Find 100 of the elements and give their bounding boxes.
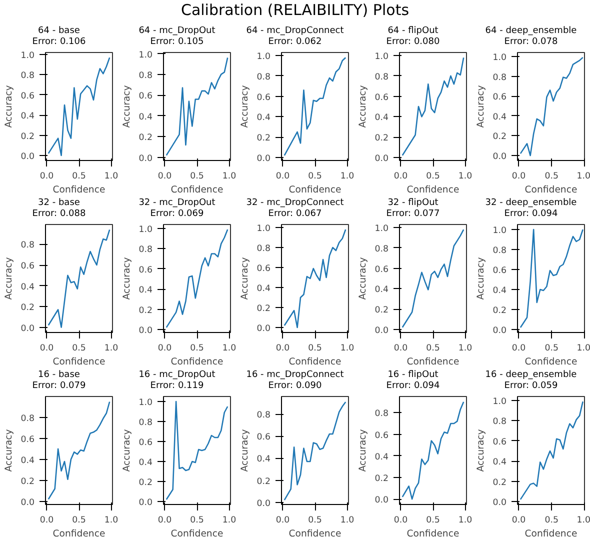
chart-subtitle: Error: 0.080: [386, 37, 440, 47]
y-tick-label: 0.8: [492, 417, 507, 428]
y-tick-label: 0.0: [138, 326, 153, 336]
chart-subtitle: Error: 0.062: [268, 37, 322, 47]
y-tick-label: 0.4: [492, 112, 507, 122]
x-tick-label: 0.0: [40, 172, 54, 182]
y-tick-label: 0.2: [20, 132, 35, 142]
y-tick-label: 0.8: [374, 244, 389, 254]
y-tick-label: 0.2: [20, 303, 35, 314]
chart-subtitle: Error: 0.094: [504, 209, 558, 219]
y-axis-title: Accuracy: [476, 428, 487, 472]
y-tick-label: 0.8: [20, 414, 35, 424]
y-tick-label: 0.4: [20, 456, 35, 466]
x-tick-label: 1.0: [104, 172, 118, 182]
y-tick-label: 0.4: [492, 458, 507, 468]
y-tick-label: 0.2: [138, 133, 153, 144]
y-axis-title: Accuracy: [476, 84, 487, 128]
y-tick-label: 0.2: [256, 134, 271, 144]
x-axis-title: Confidence: [288, 356, 342, 368]
y-axis-title: Accuracy: [358, 84, 369, 128]
y-axis-title: Accuracy: [240, 256, 251, 300]
text: Calibration (RELAIBILITY) Plots: [180, 0, 410, 21]
x-tick-label: 1.0: [104, 516, 118, 526]
x-tick-label: 0.5: [72, 516, 86, 526]
chart-title: 16 - base: [38, 370, 80, 380]
x-tick-label: 0.0: [276, 516, 290, 526]
chart-subtitle: Error: 0.078: [504, 37, 558, 47]
y-axis-title: Accuracy: [4, 256, 15, 300]
y-tick-label: 0.2: [374, 134, 389, 144]
x-tick-label: 0.5: [190, 344, 204, 354]
x-tick-label: 0.0: [276, 344, 290, 354]
y-tick-label: 0.6: [20, 262, 35, 272]
line-series: [48, 401, 110, 500]
y-axis-title: Accuracy: [476, 256, 487, 300]
y-tick-label: 1.0: [374, 224, 389, 234]
y-tick-label: 0.0: [492, 326, 507, 336]
y-tick-label: 0.2: [492, 478, 507, 488]
y-tick-label: 0.0: [492, 152, 507, 162]
y-tick-label: 0.6: [20, 91, 35, 102]
chart-title: 16 - mc_DropConnect: [246, 370, 344, 380]
x-axis-title: Confidence: [52, 184, 106, 196]
y-tick-label: 0.6: [256, 432, 271, 443]
y-tick-label: 0.8: [256, 72, 271, 82]
y-tick-label: 1.0: [374, 52, 389, 62]
x-tick-label: 0.5: [426, 516, 440, 526]
y-tick-label: 0.8: [492, 246, 507, 256]
chart-title: 32 - mc_DropOut: [138, 198, 216, 208]
y-tick-label: 0.2: [256, 304, 271, 314]
x-axis-title: Confidence: [406, 356, 460, 368]
chart-title: 32 - flipOut: [388, 198, 438, 208]
y-tick-label: 0.6: [138, 92, 153, 102]
x-tick-label: 0.5: [72, 344, 86, 354]
y-tick-label: 0.8: [256, 244, 271, 254]
line-series: [520, 400, 584, 500]
chart-subtitle: Error: 0.088: [32, 209, 86, 219]
chart-title: 64 - flipOut: [388, 26, 438, 36]
x-tick-label: 1.0: [576, 344, 590, 354]
y-tick-label: 0.0: [492, 498, 507, 508]
x-tick-label: 0.0: [158, 516, 172, 526]
line-series: [284, 228, 346, 328]
x-tick-label: 0.0: [394, 516, 408, 526]
y-tick-label: 0.6: [138, 438, 153, 448]
y-tick-label: 0.0: [374, 154, 389, 164]
line-series: [166, 57, 228, 156]
x-tick-label: 1.0: [340, 344, 354, 354]
line-series: [402, 228, 464, 328]
chart-subtitle: Error: 0.069: [150, 209, 204, 219]
y-tick-label: 0.6: [492, 92, 507, 103]
y-axis-title: Accuracy: [4, 428, 15, 472]
x-tick-label: 0.5: [72, 172, 86, 182]
y-tick-label: 0.6: [138, 265, 153, 276]
y-tick-label: 0.0: [374, 326, 389, 336]
x-tick-label: 1.0: [576, 172, 590, 182]
y-tick-label: 0.8: [374, 409, 389, 420]
y-tick-label: 1.0: [256, 52, 271, 62]
y-tick-label: 0.2: [256, 476, 271, 487]
x-tick-label: 0.0: [276, 172, 290, 182]
x-tick-label: 0.0: [394, 344, 408, 354]
line-series: [520, 56, 584, 156]
chart-subtitle: Error: 0.105: [150, 37, 204, 47]
x-tick-label: 1.0: [340, 516, 354, 526]
y-tick-label: 1.0: [492, 226, 507, 236]
x-tick-label: 0.5: [544, 516, 559, 526]
x-tick-label: 0.0: [158, 344, 172, 354]
y-tick-label: 1.0: [256, 224, 271, 234]
y-tick-label: 0.6: [20, 434, 35, 445]
x-axis-title: Confidence: [52, 356, 106, 368]
x-axis-title: Confidence: [524, 184, 578, 196]
x-tick-label: 0.5: [308, 172, 322, 182]
y-tick-label: 0.4: [138, 112, 153, 122]
x-tick-label: 1.0: [458, 516, 472, 526]
y-axis-title: Accuracy: [240, 428, 251, 472]
y-tick-label: 1.0: [20, 51, 35, 62]
y-tick-label: 0.6: [374, 92, 389, 103]
x-tick-label: 0.0: [512, 344, 526, 354]
chart-title: 64 - deep_ensemble: [485, 26, 577, 36]
y-tick-label: 0.8: [138, 418, 153, 428]
y-tick-label: 0.4: [374, 452, 389, 462]
y-tick-label: 1.0: [138, 225, 153, 236]
line-series: [166, 228, 228, 328]
